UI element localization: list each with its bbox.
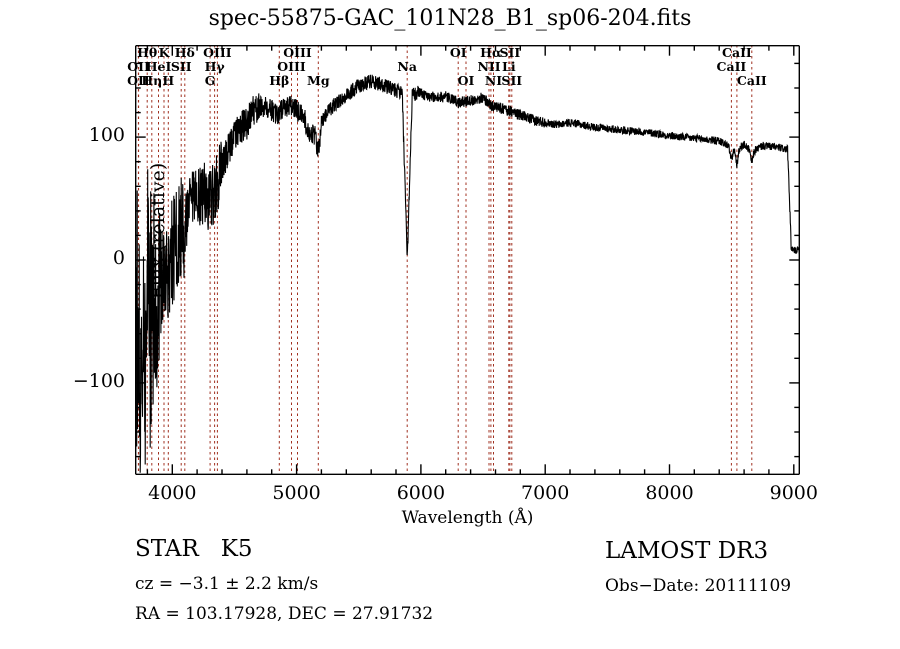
y-axis-title: Flux (relative) (147, 162, 169, 300)
spectral-line-label: OII (127, 73, 150, 88)
spectral-line-label: Li (502, 59, 516, 74)
spectrum-trace (135, 74, 800, 473)
spectral-line-label: OIII (283, 45, 312, 60)
spectral-line-label: CaII (722, 45, 752, 60)
spectral-type: K5 (220, 536, 253, 562)
x-tick-label: 6000 (396, 482, 446, 504)
radial-velocity: cz = −3.1 ± 2.2 km/s (135, 574, 319, 594)
spectral-line-label: OII (127, 59, 150, 74)
spectral-line-label: OIII (203, 45, 232, 60)
spectral-line-label: SII (501, 73, 523, 88)
spectral-line-label: CaII (736, 73, 767, 88)
spectral-line-label: NII (477, 59, 501, 74)
spectral-line-label: SII (170, 59, 192, 74)
spectral-line-label: SII (499, 45, 521, 60)
x-tick-label: 7000 (521, 482, 570, 504)
object-class: STAR (135, 536, 199, 562)
object-classification: STAR K5 (135, 536, 253, 562)
spectral-line-label: OI (457, 73, 475, 88)
spectral-line-label: H (162, 73, 175, 88)
observation-date: Obs−Date: 20111109 (605, 576, 792, 596)
spectral-line-label: Hη (141, 73, 163, 88)
spectral-line-label: Hδ (174, 45, 195, 60)
spectral-line-label: CaII (716, 59, 747, 74)
spectrum-chart (135, 45, 800, 475)
y-tick-label: −100 (72, 369, 125, 392)
spectral-line-label: Mg (307, 73, 330, 88)
spectral-line-label: Hβ (269, 73, 290, 88)
spectral-line-label: NI (484, 73, 503, 88)
x-tick-label: 4000 (148, 482, 197, 504)
spectral-line-label: Hα (480, 45, 502, 60)
spectral-line-label: Hγ (204, 59, 225, 74)
line-marker-group (137, 45, 753, 475)
survey-name: LAMOST DR3 (605, 538, 769, 564)
spectral-line-label: HeI (145, 59, 172, 74)
y-tick-label: 100 (88, 124, 125, 147)
x-tick-label: 5000 (272, 482, 321, 504)
x-tick-label: 8000 (645, 482, 694, 504)
page-title: spec-55875-GAC_101N28_B1_sp06-204.fits (208, 6, 692, 31)
chart-area: Flux (relative) Wavelength (Å) 4000 5000 6… (73, 45, 818, 528)
spectral-line-label: OI (449, 45, 467, 60)
y-tick-label: 0 (112, 247, 125, 269)
footer: STAR K5 cz = −3.1 ± 2.2 km/s RA = 103.17… (0, 528, 900, 648)
spectral-line-label: OIII (277, 59, 306, 74)
axis-frame (135, 45, 800, 475)
spectral-line-label: Na (397, 59, 417, 74)
spectral-line-label: G (204, 73, 216, 88)
spectral-line-label: K (158, 45, 170, 60)
x-axis-title: Wavelength (Å) (401, 508, 534, 528)
spectral-line-label: Hθ (137, 45, 158, 60)
x-tick-label: 9000 (769, 482, 818, 504)
sky-coordinates: RA = 103.17928, DEC = 27.91732 (135, 604, 434, 624)
